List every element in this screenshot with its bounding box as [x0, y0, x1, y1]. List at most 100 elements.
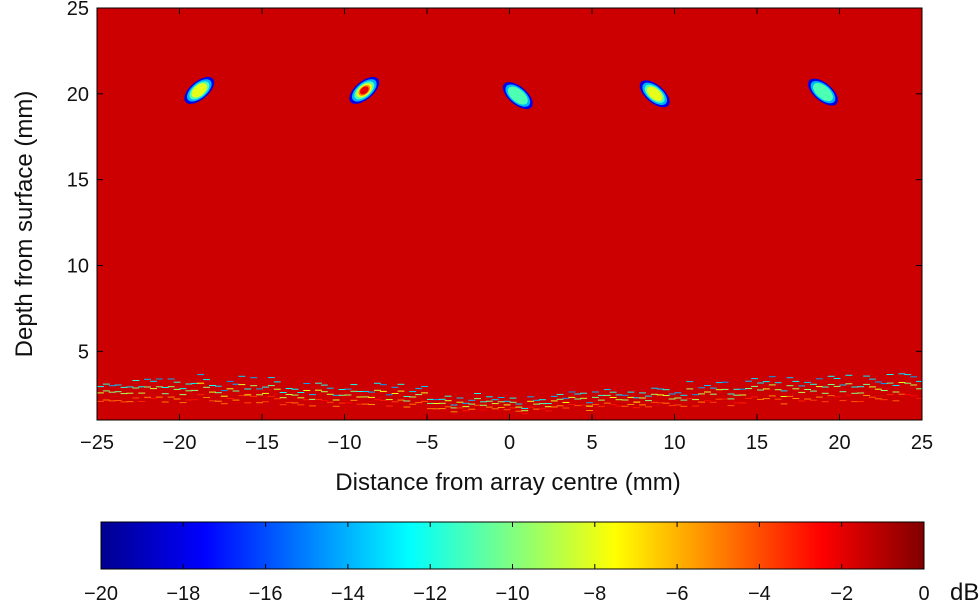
colorbar-tick-label: −8 [583, 583, 606, 605]
surface-echo-mark [97, 400, 104, 402]
surface-echo-mark [650, 393, 658, 395]
surface-echo-mark [780, 403, 788, 405]
surface-echo-mark [798, 385, 806, 387]
surface-echo-mark [150, 397, 157, 399]
surface-echo-mark [326, 401, 334, 403]
surface-echo-mark [580, 404, 588, 406]
surface-echo-mark [126, 401, 134, 403]
surface-echo-mark [603, 394, 611, 396]
surface-echo-mark [597, 399, 605, 401]
surface-echo-mark [869, 386, 876, 388]
surface-echo-mark [863, 383, 870, 385]
surface-echo-mark [603, 389, 611, 391]
surface-echo-mark [845, 374, 853, 376]
surface-echo-mark [892, 385, 900, 386]
surface-echo-mark [869, 396, 876, 398]
surface-echo-mark [515, 410, 523, 412]
surface-echo-mark [226, 380, 234, 382]
x-tick-label: 5 [586, 432, 597, 454]
surface-echo-mark [173, 398, 181, 400]
surface-echo-mark [120, 401, 128, 403]
surface-echo-mark [833, 378, 841, 379]
colorbar-tick-label: −6 [666, 583, 689, 605]
surface-echo-mark [350, 384, 358, 386]
surface-echo-mark [468, 408, 476, 410]
surface-echo-mark [727, 393, 735, 395]
surface-echo-mark [509, 401, 517, 403]
surface-echo-mark [586, 410, 593, 411]
surface-echo-mark [391, 401, 399, 403]
surface-echo-mark [627, 396, 635, 398]
surface-echo-mark [627, 391, 635, 393]
surface-echo-mark [279, 404, 287, 406]
surface-echo-mark [739, 394, 747, 396]
surface-echo-mark [786, 395, 794, 397]
x-tick-label: 15 [746, 432, 768, 454]
colorbar-gradient [100, 521, 925, 570]
surface-echo-mark [810, 390, 817, 392]
surface-echo-mark [627, 404, 635, 405]
surface-echo-mark [562, 402, 570, 403]
surface-echo-mark [350, 390, 358, 392]
surface-echo-mark [114, 400, 122, 401]
surface-echo-mark [898, 373, 906, 375]
surface-echo-mark [432, 403, 440, 404]
surface-echo-mark [527, 406, 535, 408]
y-tick-label: 20 [67, 84, 89, 106]
surface-echo-mark [757, 398, 764, 400]
surface-echo-mark [804, 381, 811, 383]
surface-echo-mark [132, 397, 140, 399]
surface-echo-mark [804, 389, 811, 390]
surface-echo-mark [238, 384, 246, 386]
surface-echo-mark [309, 394, 316, 396]
surface-echo-mark [203, 386, 210, 388]
surface-echo-mark [821, 386, 829, 388]
surface-echo-mark [845, 383, 853, 385]
surface-echo-mark [704, 385, 711, 386]
surface-echo-mark [344, 388, 352, 390]
surface-echo-mark [485, 396, 493, 398]
surface-echo-mark [786, 385, 794, 387]
surface-echo-mark [880, 390, 888, 391]
surface-echo-mark [438, 408, 446, 410]
colorbar-tick-label: −10 [496, 583, 530, 605]
surface-echo-mark [615, 394, 623, 396]
surface-echo-mark [645, 400, 652, 402]
surface-echo-mark [114, 391, 122, 393]
y-tick-label: 25 [67, 0, 89, 20]
surface-echo-mark [851, 386, 859, 388]
surface-echo-mark [721, 381, 729, 383]
surface-echo-mark [462, 402, 470, 404]
surface-echo-mark [256, 388, 263, 390]
surface-echo-mark [762, 381, 770, 383]
surface-echo-mark [444, 406, 452, 408]
surface-echo-mark [645, 395, 652, 397]
surface-echo-mark [774, 398, 782, 400]
surface-echo-mark [503, 400, 511, 402]
surface-echo-mark [556, 405, 564, 407]
surface-echo-mark [427, 402, 434, 404]
surface-echo-mark [904, 394, 912, 396]
surface-echo-mark [592, 391, 599, 393]
surface-echo-mark [497, 397, 505, 398]
surface-echo-mark [155, 386, 163, 388]
surface-echo-mark [173, 381, 181, 383]
surface-echo-mark [102, 399, 110, 401]
surface-echo-mark [480, 404, 487, 406]
x-tick-label: 10 [663, 432, 685, 454]
surface-echo-mark [179, 388, 187, 390]
surface-echo-mark [356, 403, 364, 405]
surface-echo-mark [226, 398, 234, 399]
y-tick-label: 5 [78, 341, 89, 363]
surface-echo-mark [362, 403, 370, 405]
surface-echo-mark [751, 396, 758, 398]
surface-echo-mark [603, 402, 611, 404]
surface-echo-mark [368, 404, 375, 405]
surface-echo-mark [432, 408, 440, 410]
surface-echo-mark [792, 388, 800, 390]
surface-echo-mark [592, 396, 599, 398]
surface-echo-mark [138, 401, 146, 402]
surface-echo-mark [197, 394, 205, 396]
surface-echo-mark [733, 394, 741, 396]
surface-echo-mark [474, 404, 481, 406]
